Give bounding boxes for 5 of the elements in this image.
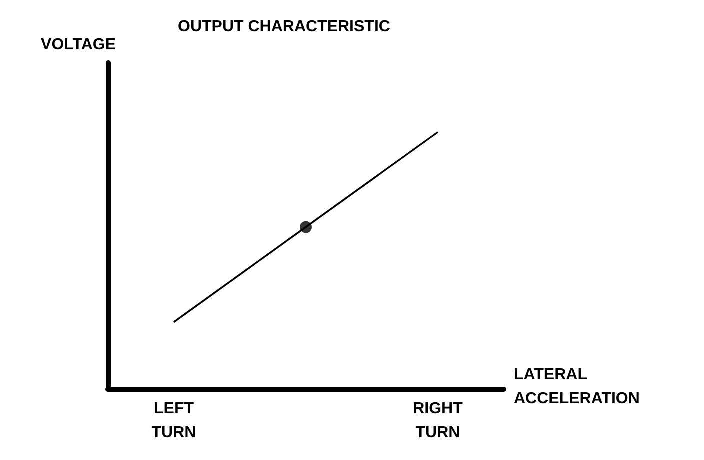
y-axis-title: VOLTAGE xyxy=(41,36,116,54)
x-tick-label: RIGHT TURN xyxy=(413,400,464,442)
x-tick-label: LEFT TURN xyxy=(152,400,196,442)
x-axis-title: LATERAL ACCELERATION xyxy=(514,366,640,408)
chart-title: OUTPUT CHARACTERISTIC xyxy=(178,18,391,36)
